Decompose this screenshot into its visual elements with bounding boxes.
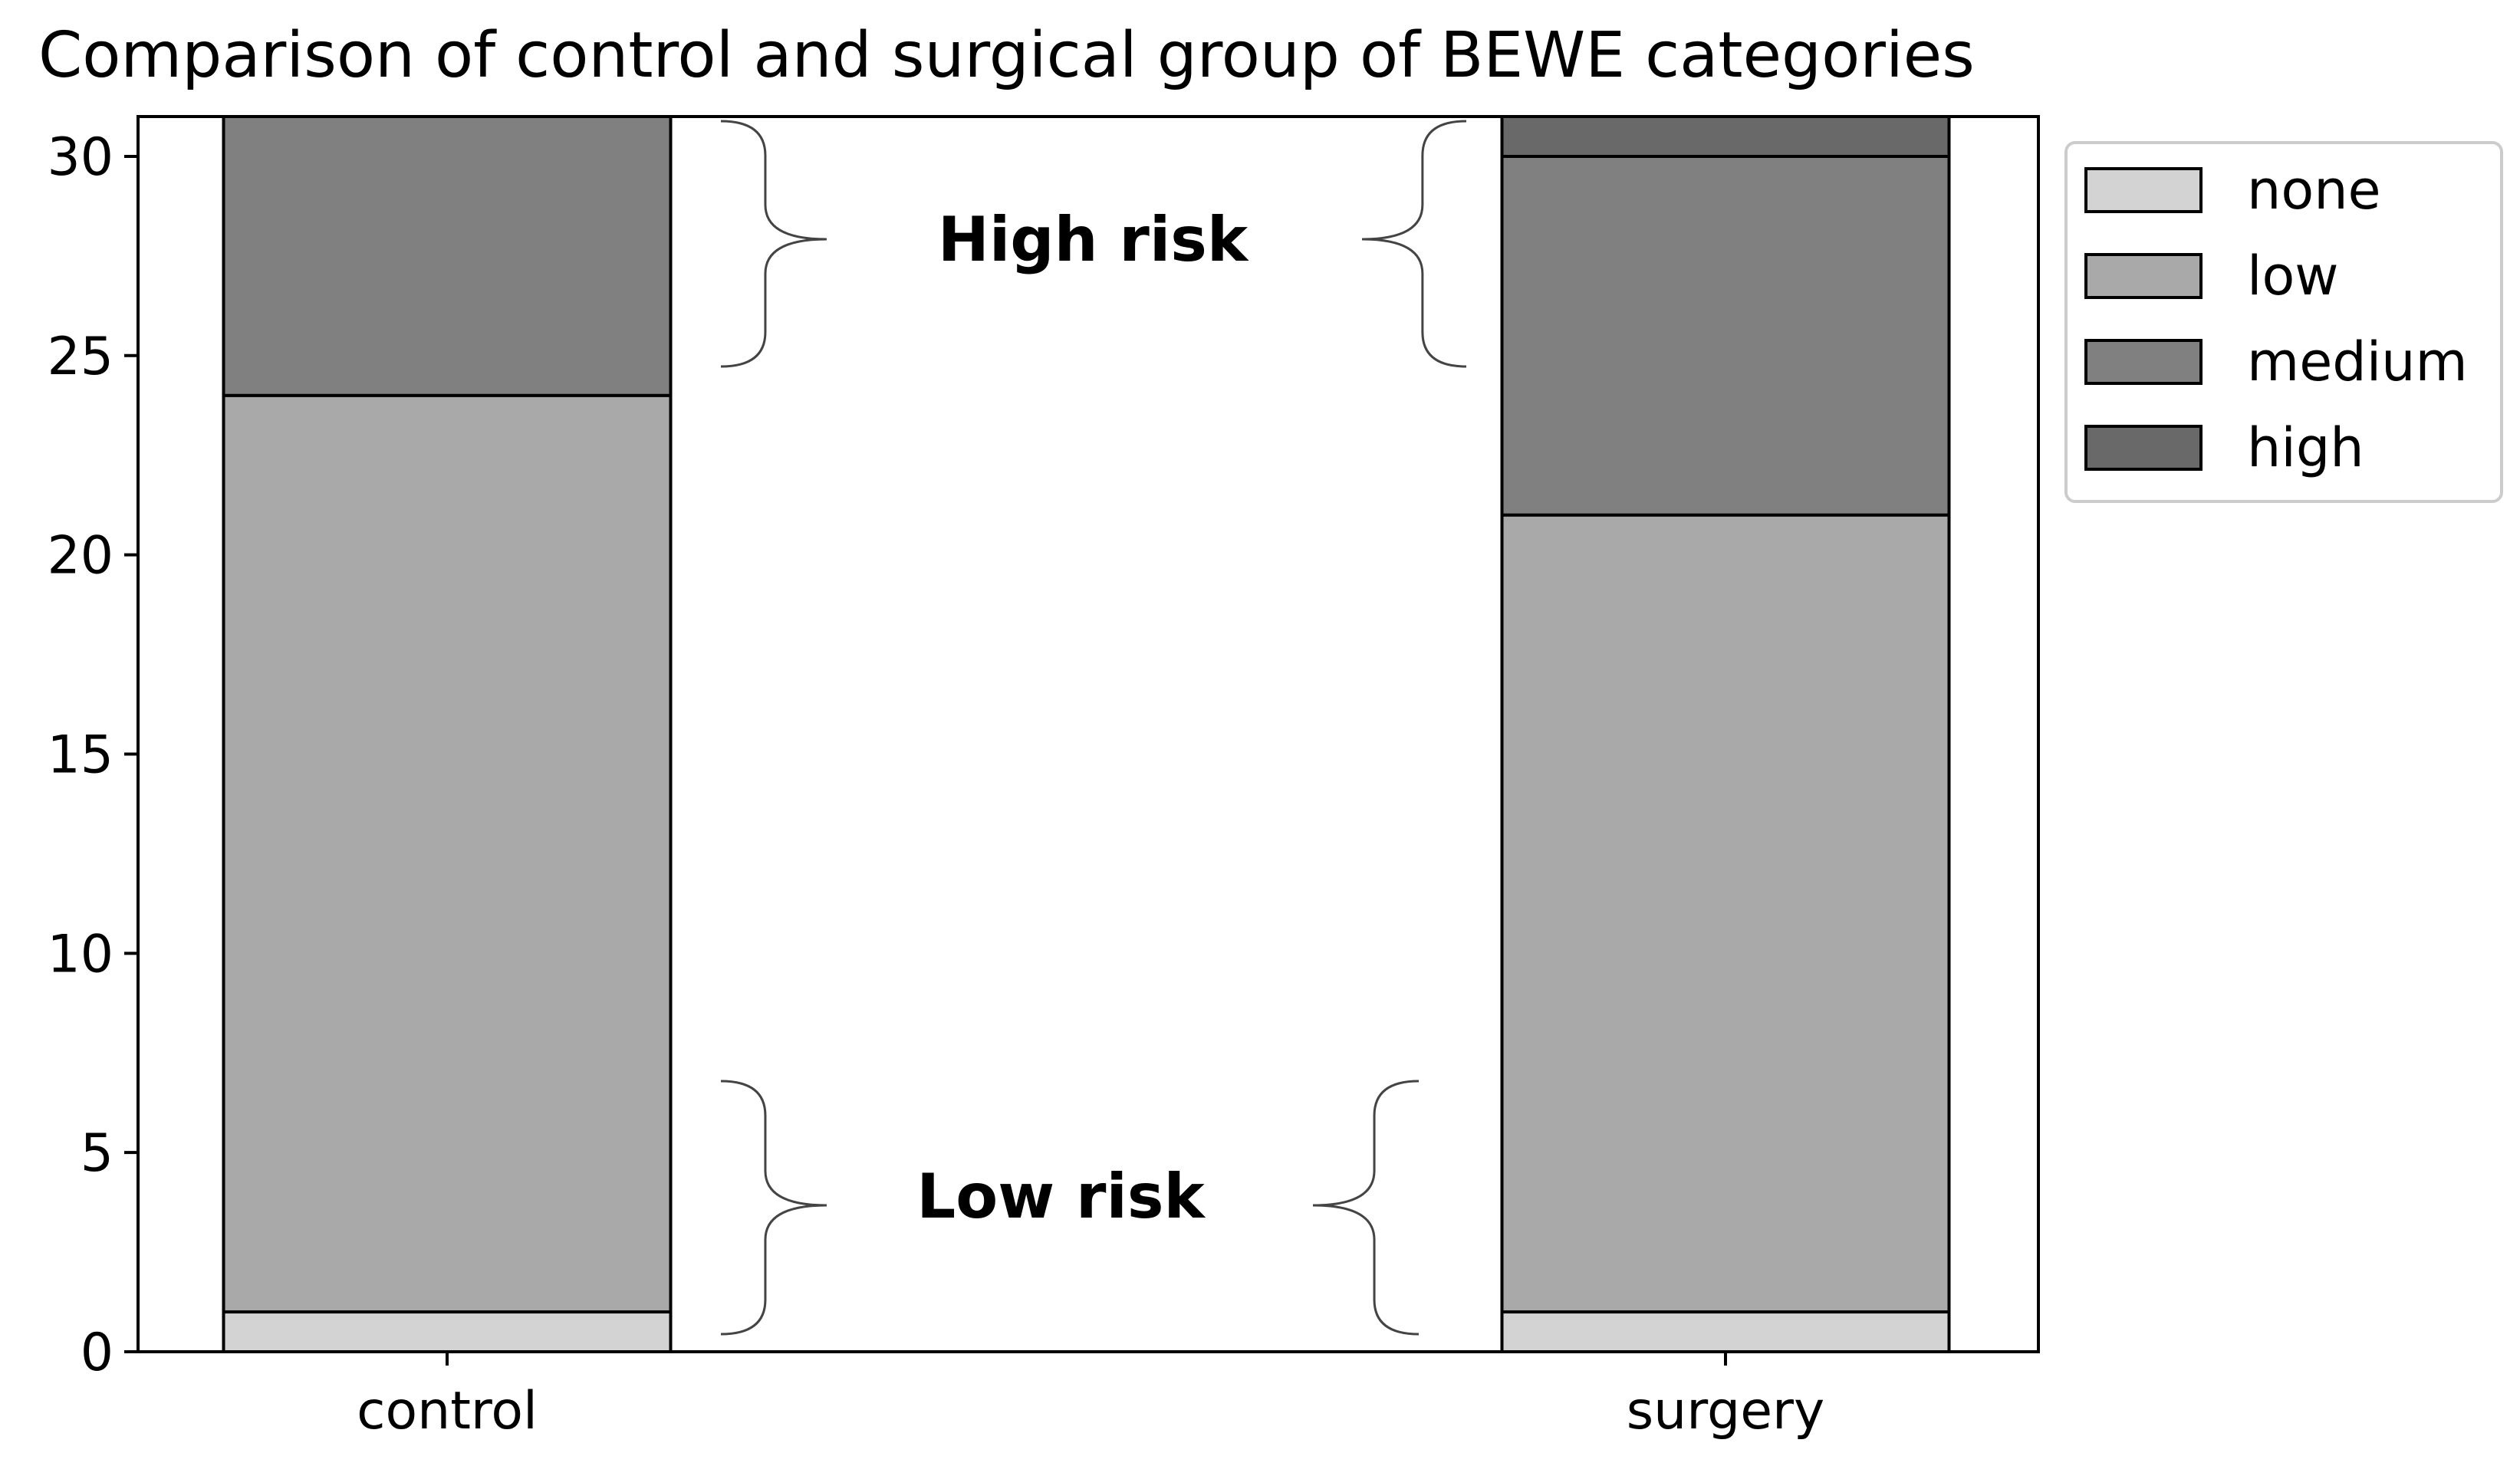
legend-swatch-high: [2084, 425, 2203, 471]
y-tick-label: 0: [81, 1323, 113, 1383]
bars-layer: [222, 115, 1951, 1353]
plot-area-frame: [137, 115, 2040, 1353]
x-axis: control surgery: [357, 1352, 1824, 1441]
bar-segment-control-low: [222, 393, 673, 1314]
legend-swatch-medium: [2084, 339, 2203, 385]
y-tick-label: 25: [47, 327, 113, 387]
y-tick-label: 10: [47, 924, 113, 984]
legend-label-low: low: [2247, 245, 2339, 307]
bar-segment-surgery-low: [1500, 513, 1951, 1314]
legend: none low medium high: [2064, 141, 2503, 503]
y-tick-label: 5: [81, 1123, 113, 1184]
x-tick-label: surgery: [1627, 1381, 1825, 1441]
legend-box: [2064, 141, 2503, 503]
bar-segment-surgery-none: [1500, 1310, 1951, 1353]
curly-brace: [1312, 1080, 1420, 1336]
x-tick-label: control: [357, 1381, 538, 1441]
legend-swatch-low: [2084, 253, 2203, 299]
chart-title: Comparison of control and surgical group…: [38, 19, 1975, 92]
bar-segment-control-medium: [222, 115, 673, 397]
curly-brace: [1361, 120, 1467, 368]
annotation-low-risk: Low risk: [916, 1161, 1206, 1232]
legend-label-high: high: [2247, 416, 2364, 479]
y-tick-label: 20: [47, 526, 113, 587]
legend-swatch-none: [2084, 167, 2203, 213]
y-axis: 0 5 10 15 20 25 30: [47, 127, 138, 1383]
bar-segment-control-none: [222, 1310, 673, 1353]
curly-brace: [720, 1080, 827, 1336]
y-tick-label: 30: [47, 127, 113, 188]
y-tick-label: 15: [47, 725, 113, 785]
bar-segment-surgery-medium: [1500, 154, 1951, 517]
bar-segment-surgery-high: [1500, 115, 1951, 158]
annotations-layer: High risk Low risk: [720, 120, 1467, 1336]
curly-brace: [720, 120, 827, 368]
legend-label-none: none: [2247, 159, 2381, 222]
legend-label-medium: medium: [2247, 330, 2468, 393]
annotation-high-risk: High risk: [938, 204, 1249, 275]
